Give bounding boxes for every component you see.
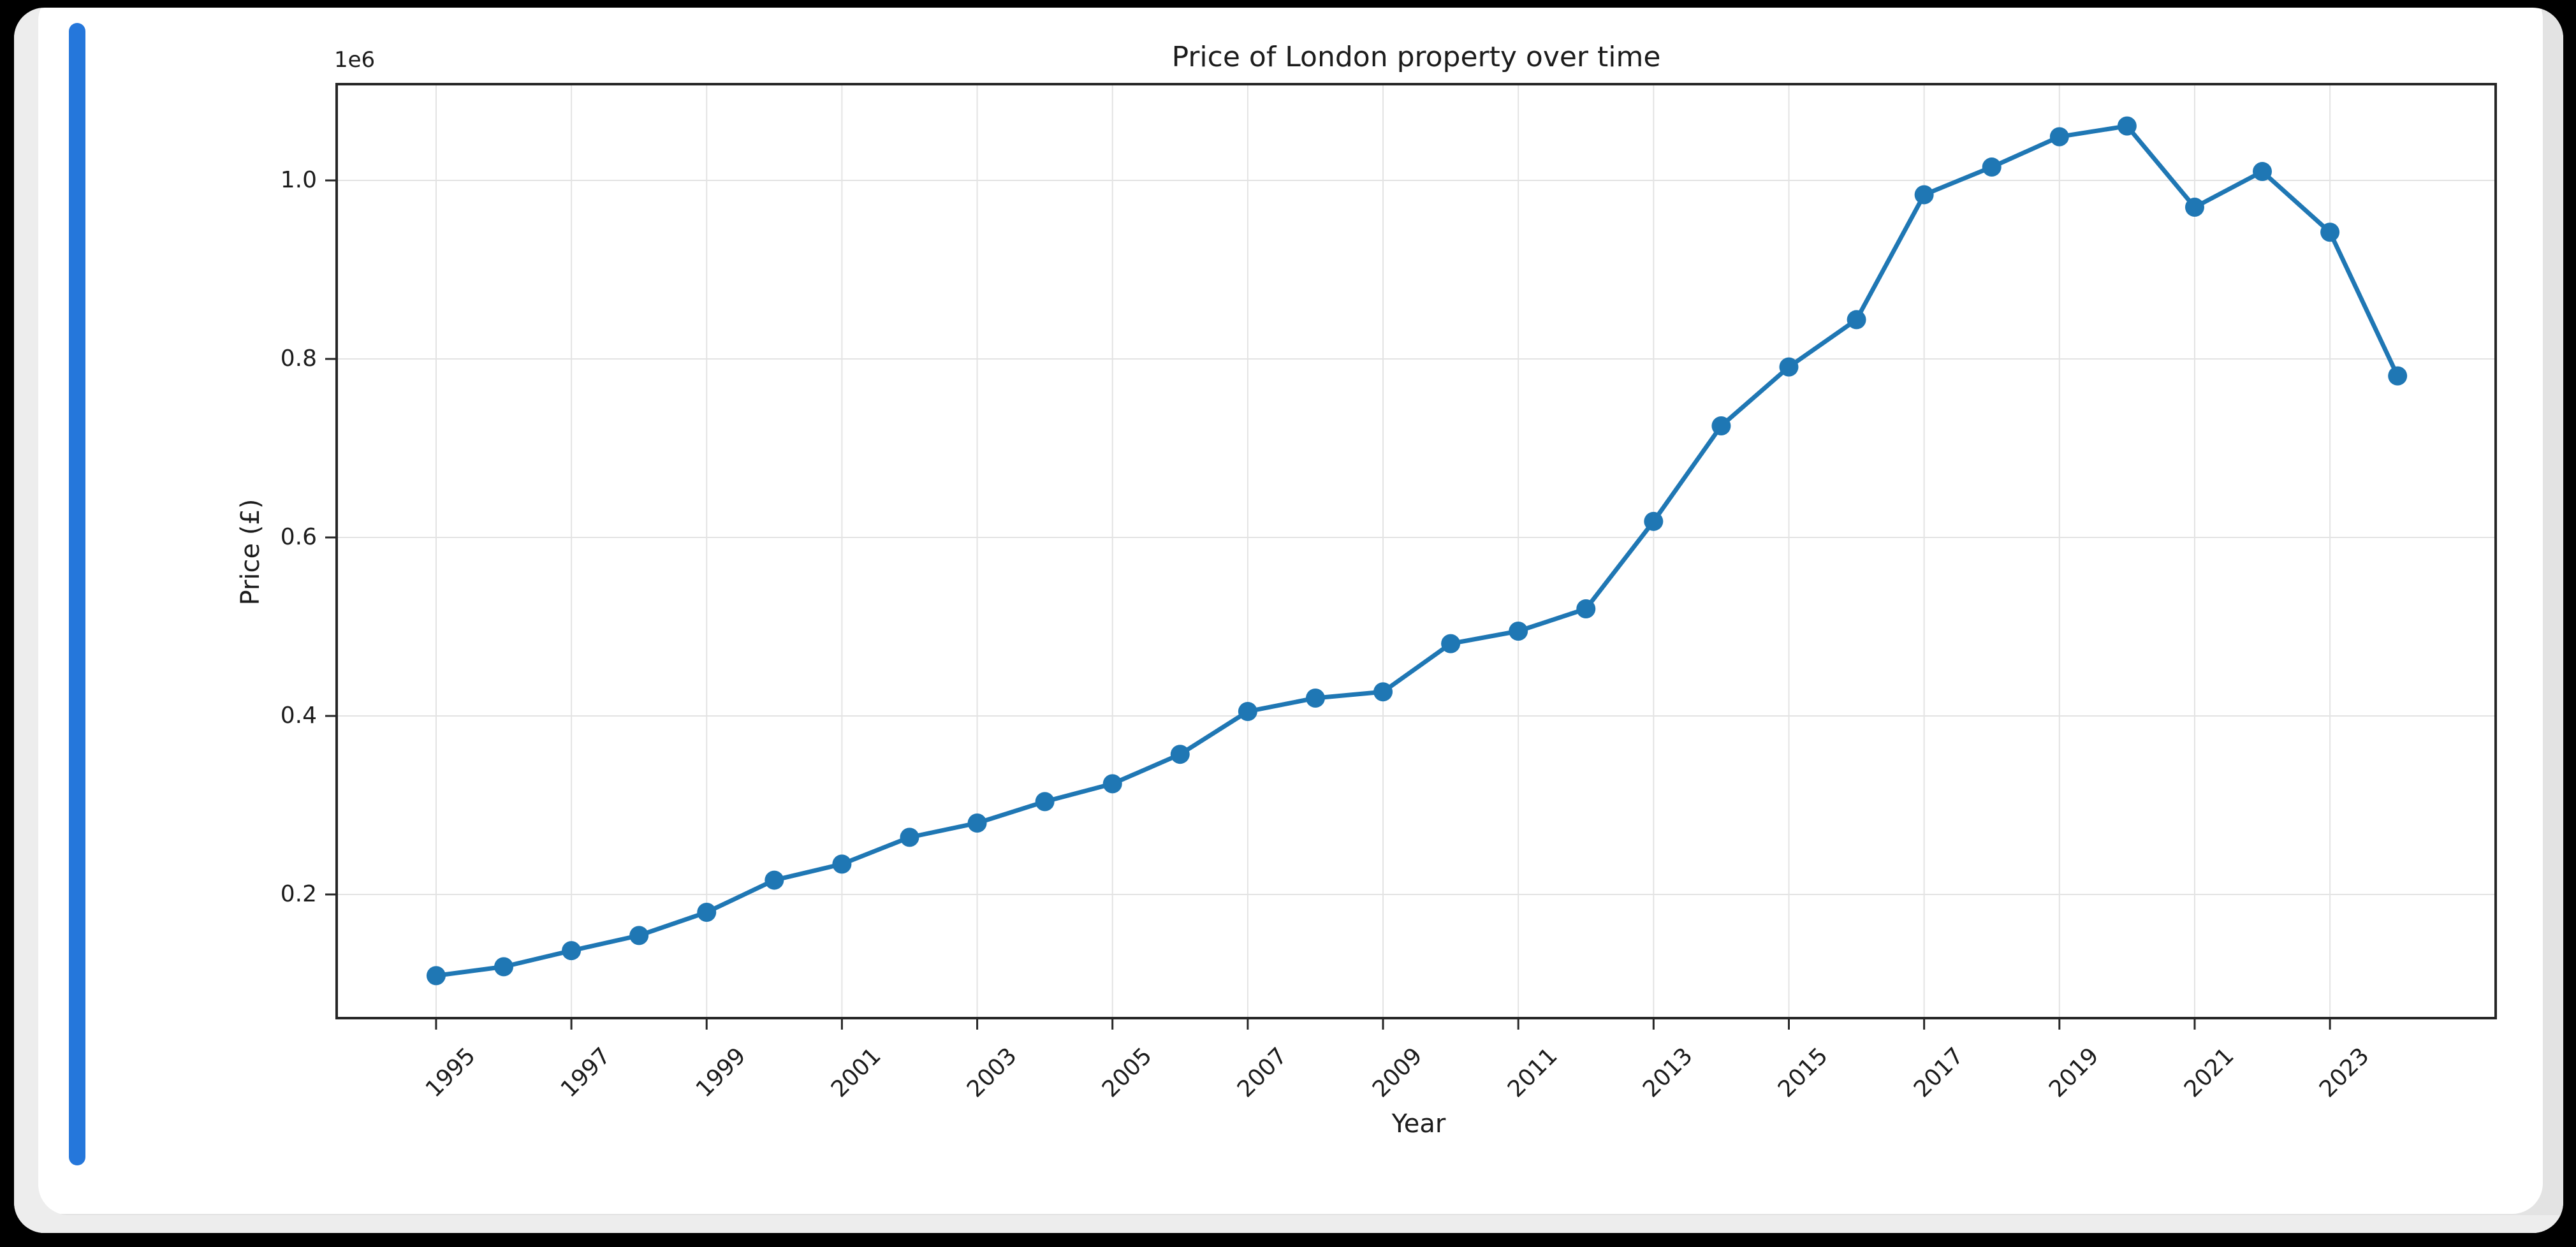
gridlines: [337, 84, 2496, 1018]
window-card: [14, 8, 2563, 1233]
data-point-marker: [2320, 222, 2340, 242]
data-point-marker: [900, 828, 919, 847]
data-point-marker: [2049, 127, 2069, 147]
chart-title: Price of London property over time: [1171, 41, 1661, 73]
data-point-marker: [2117, 116, 2137, 136]
data-point-marker: [2388, 366, 2408, 386]
y-axis-offset-text: 1e6: [334, 47, 376, 73]
data-point-marker: [2184, 198, 2204, 217]
data-point-marker: [1914, 185, 1934, 205]
data-point-marker: [1711, 416, 1731, 436]
data-point-marker: [765, 870, 784, 890]
data-point-marker: [494, 957, 514, 977]
data-point-marker: [967, 813, 987, 833]
data-point-marker: [832, 854, 852, 874]
data-point-marker: [1576, 599, 1596, 619]
price-series-markers: [426, 116, 2408, 986]
data-point-marker: [697, 902, 717, 922]
y-tick-label: 0.4: [280, 702, 317, 729]
data-point-marker: [1373, 682, 1393, 702]
data-point-marker: [2253, 162, 2272, 182]
data-point-marker: [1509, 622, 1528, 641]
data-point-marker: [1644, 511, 1664, 531]
data-point-marker: [1305, 688, 1325, 708]
data-point-marker: [1035, 792, 1055, 812]
data-point-marker: [1441, 634, 1461, 653]
plot-frame: [335, 83, 2497, 1019]
data-point-marker: [426, 966, 446, 986]
data-point-marker: [1238, 701, 1257, 721]
y-tick-label: 0.8: [280, 346, 317, 372]
y-tick-label: 0.2: [280, 880, 317, 907]
data-point-marker: [1779, 357, 1799, 377]
scrollbar-thumb[interactable]: [69, 23, 85, 1165]
y-tick-label: 1.0: [280, 167, 317, 194]
data-point-marker: [1847, 310, 1866, 330]
data-point-marker: [1982, 157, 2002, 177]
data-point-marker: [1170, 745, 1190, 764]
tick-marks: [325, 179, 2331, 1030]
data-point-marker: [629, 926, 649, 945]
price-series-line: [434, 124, 2400, 978]
data-point-marker: [562, 941, 582, 961]
x-axis-label: Year: [1391, 1109, 1446, 1139]
y-tick-label: 0.6: [280, 524, 317, 550]
data-point-marker: [1102, 774, 1122, 794]
